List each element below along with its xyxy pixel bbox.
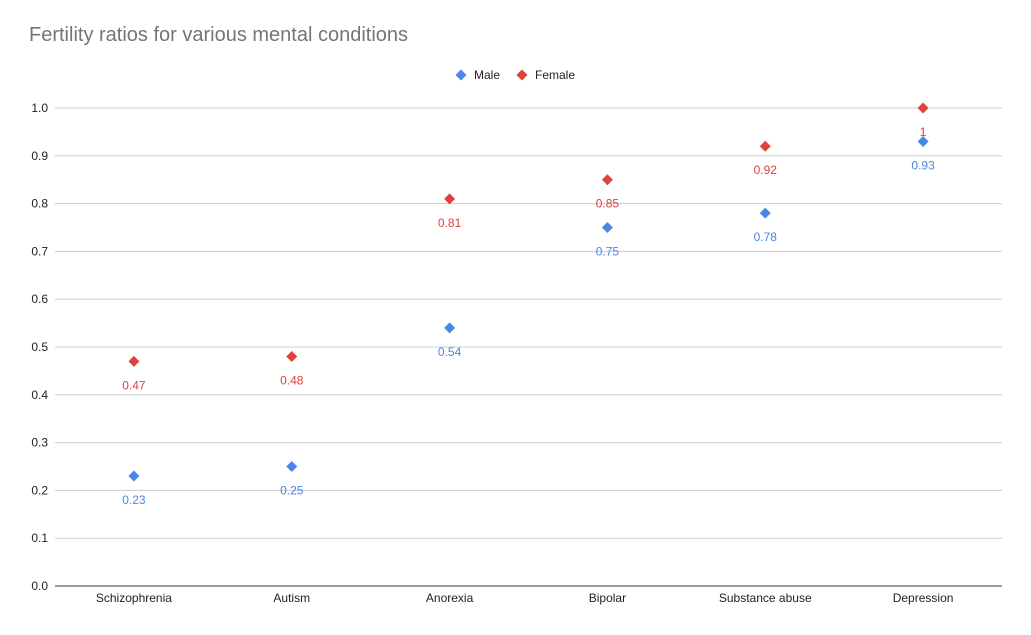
chart-title: Fertility ratios for various mental cond…	[29, 24, 409, 46]
x-tick-label: Bipolar	[589, 591, 626, 605]
legend-marker-male	[455, 69, 467, 81]
y-tick-label: 0.4	[31, 388, 48, 402]
y-tick-label: 1.0	[31, 101, 48, 115]
axes: 0.0 0.1 0.2 0.3 0.4 0.5 0.6 0.7 0.8 0.9 1.0 Schizop…	[31, 101, 1002, 605]
y-tick-label: 0.0	[31, 579, 48, 593]
y-tick-label: 0.1	[31, 531, 48, 545]
y-tick-label: 0.9	[31, 149, 48, 163]
y-tick-label: 0.7	[31, 244, 48, 258]
data-point-female	[286, 351, 298, 363]
data-label-male: 0.78	[754, 230, 778, 244]
gridlines	[55, 107, 1002, 539]
data-point-male	[128, 470, 140, 482]
data-point-female	[601, 174, 613, 186]
y-tick-label: 0.2	[31, 483, 48, 497]
data-label-male: 0.75	[596, 245, 620, 259]
data-label-female: 0.81	[438, 216, 462, 230]
y-tick-label: 0.6	[31, 292, 48, 306]
x-tick-label: Depression	[893, 591, 954, 605]
data-point-male	[286, 461, 298, 472]
data-label-male: 0.54	[438, 345, 462, 359]
data-point-female	[444, 193, 456, 205]
y-tick-label: 0.5	[31, 340, 48, 354]
data-point-female	[128, 355, 140, 367]
data-label-female: 0.85	[596, 197, 620, 211]
x-tick-label: Schizophrenia	[96, 591, 172, 605]
x-tick-label: Autism	[273, 591, 310, 605]
data-point-female	[917, 102, 929, 114]
data-label-female: 1	[920, 125, 927, 139]
legend-marker-female	[516, 69, 528, 81]
data-label-female: 0.47	[122, 378, 146, 392]
data-point-male	[601, 222, 613, 233]
data-label-female: 0.92	[754, 163, 778, 177]
legend-label-male: Male	[474, 68, 500, 82]
data-label-male: 0.93	[911, 158, 935, 172]
legend: Male Female	[455, 68, 575, 82]
legend-label-female: Female	[535, 68, 575, 82]
data-label-male: 0.25	[280, 484, 304, 498]
data-point-male	[759, 207, 771, 219]
data-label-female: 0.48	[280, 374, 304, 388]
x-tick-label: Anorexia	[426, 591, 474, 605]
y-tick-label: 0.3	[31, 436, 48, 450]
y-tick-label: 0.8	[31, 197, 48, 211]
data-point-male	[444, 322, 456, 334]
x-tick-label: Substance abuse	[719, 591, 812, 605]
data-marks: 0.23 0.25 0.54 0.75 0.78 0.93 0.47 0.48 0.81 0.85…	[122, 102, 935, 507]
data-point-female	[759, 140, 771, 152]
data-label-male: 0.23	[122, 493, 146, 507]
data-point-male	[917, 135, 929, 147]
